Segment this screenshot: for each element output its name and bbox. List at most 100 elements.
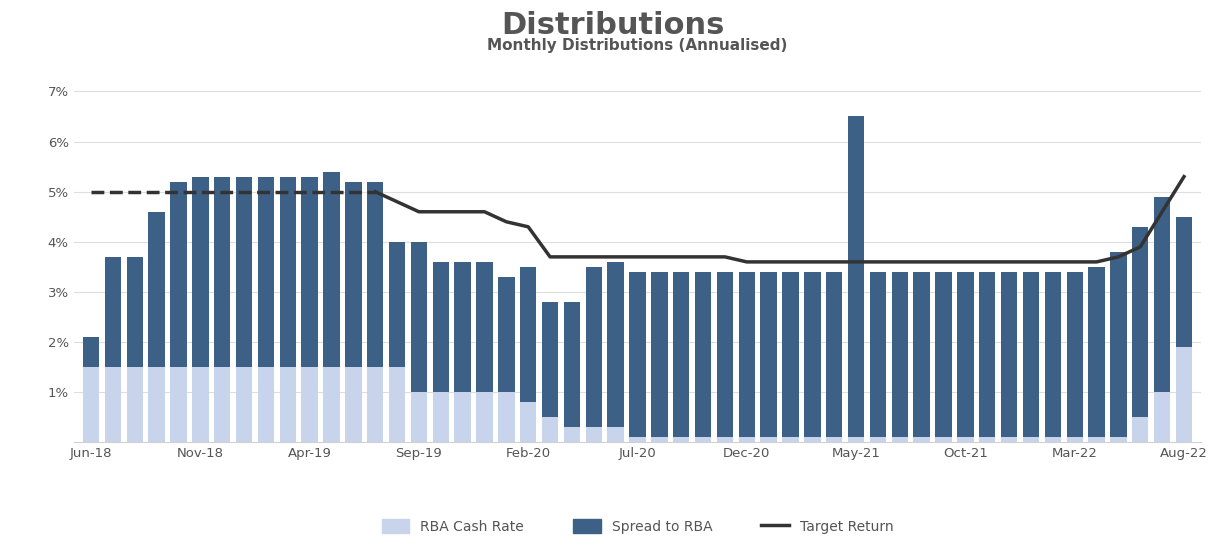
Title: Monthly Distributions (Annualised): Monthly Distributions (Annualised) xyxy=(487,38,788,53)
Bar xyxy=(83,337,99,367)
Bar xyxy=(586,267,602,427)
Bar xyxy=(498,392,515,442)
Bar xyxy=(367,182,384,367)
Bar xyxy=(1154,392,1171,442)
Bar xyxy=(958,272,973,437)
Bar xyxy=(302,367,318,442)
Bar xyxy=(1045,437,1060,442)
Bar xyxy=(1176,347,1192,442)
Bar xyxy=(148,212,164,367)
Bar xyxy=(170,367,186,442)
Bar xyxy=(717,437,733,442)
Bar xyxy=(280,367,295,442)
Bar xyxy=(126,367,143,442)
Bar xyxy=(367,367,384,442)
Bar xyxy=(826,437,842,442)
Bar xyxy=(215,367,230,442)
Bar xyxy=(455,262,471,392)
Bar xyxy=(564,302,580,427)
Bar xyxy=(324,367,340,442)
Bar xyxy=(126,257,143,367)
Bar xyxy=(148,367,164,442)
Bar xyxy=(848,117,864,437)
Bar xyxy=(564,427,580,442)
Bar xyxy=(629,272,646,437)
Bar xyxy=(1132,418,1149,442)
Bar xyxy=(738,272,755,437)
Bar xyxy=(651,437,668,442)
Bar xyxy=(1111,437,1127,442)
Bar xyxy=(346,182,362,367)
Bar xyxy=(1154,197,1171,392)
Bar xyxy=(629,437,646,442)
Bar xyxy=(1067,272,1083,437)
Bar xyxy=(848,437,864,442)
Bar xyxy=(826,272,842,437)
Bar xyxy=(607,427,624,442)
Bar xyxy=(257,176,275,367)
Bar xyxy=(782,437,798,442)
Bar xyxy=(695,437,711,442)
Bar xyxy=(389,242,406,367)
Bar xyxy=(1022,437,1040,442)
Bar xyxy=(389,367,406,442)
Bar xyxy=(673,272,689,437)
Bar xyxy=(673,437,689,442)
Bar xyxy=(804,272,820,437)
Bar xyxy=(586,427,602,442)
Bar xyxy=(302,176,318,367)
Bar xyxy=(346,367,362,442)
Bar xyxy=(760,272,777,437)
Bar xyxy=(411,392,427,442)
Bar xyxy=(1067,437,1083,442)
Bar xyxy=(1089,437,1105,442)
Bar xyxy=(935,272,951,437)
Bar xyxy=(1000,272,1018,437)
Bar xyxy=(980,437,996,442)
Bar xyxy=(1111,252,1127,437)
Bar xyxy=(980,272,996,437)
Bar xyxy=(235,176,253,367)
Bar xyxy=(1022,272,1040,437)
Bar xyxy=(542,418,558,442)
Bar xyxy=(891,437,908,442)
Bar xyxy=(104,367,121,442)
Bar xyxy=(498,277,515,392)
Bar xyxy=(433,392,449,442)
Bar xyxy=(804,437,820,442)
Bar xyxy=(170,182,186,367)
Bar xyxy=(1132,227,1149,418)
Bar xyxy=(958,437,973,442)
Bar xyxy=(1000,437,1018,442)
Bar xyxy=(215,176,230,367)
Bar xyxy=(235,367,253,442)
Bar xyxy=(520,267,537,402)
Bar xyxy=(257,367,275,442)
Legend: RBA Cash Rate, Spread to RBA, Target Return: RBA Cash Rate, Spread to RBA, Target Ret… xyxy=(375,512,900,541)
Bar xyxy=(913,272,929,437)
Bar xyxy=(760,437,777,442)
Bar xyxy=(455,392,471,442)
Bar xyxy=(280,176,295,367)
Bar xyxy=(192,367,208,442)
Bar xyxy=(542,302,558,418)
Bar xyxy=(891,272,908,437)
Bar xyxy=(324,171,340,367)
Bar xyxy=(869,437,886,442)
Bar xyxy=(607,262,624,427)
Bar xyxy=(1089,267,1105,437)
Bar xyxy=(695,272,711,437)
Bar xyxy=(651,272,668,437)
Bar xyxy=(1176,217,1192,347)
Bar xyxy=(477,262,493,392)
Bar xyxy=(913,437,929,442)
Bar xyxy=(782,272,798,437)
Bar xyxy=(520,402,537,442)
Bar xyxy=(738,437,755,442)
Text: Distributions: Distributions xyxy=(501,11,725,40)
Bar xyxy=(1045,272,1060,437)
Bar xyxy=(192,176,208,367)
Bar xyxy=(104,257,121,367)
Bar xyxy=(935,437,951,442)
Bar xyxy=(433,262,449,392)
